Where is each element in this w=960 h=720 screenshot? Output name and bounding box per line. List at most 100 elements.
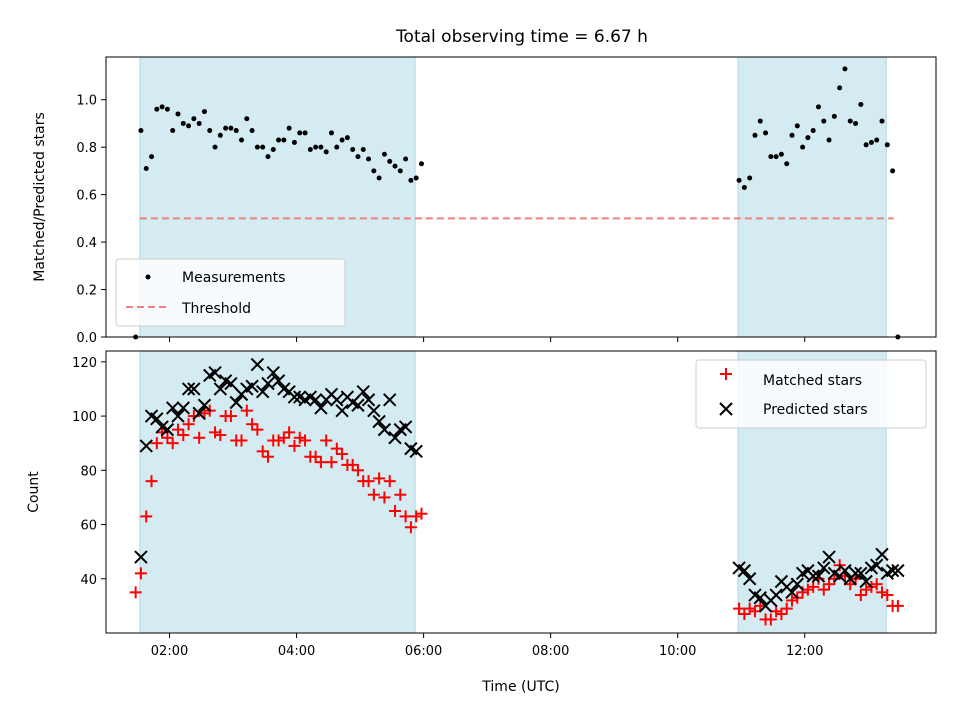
matched-star-point-69 (801, 583, 814, 596)
predicted-star-point-81 (875, 547, 889, 562)
measurement-point-72 (821, 118, 827, 124)
top-axes-frame (105, 56, 937, 338)
measurement-point-33 (302, 130, 308, 136)
predicted-star-point-58 (753, 591, 767, 605)
measurement-point-31 (291, 139, 297, 145)
matched-star-point-63 (770, 605, 783, 618)
measurement-point-59 (752, 132, 758, 138)
predicted-star-point-84 (891, 563, 905, 578)
x-tick-label-5: 10:00 (659, 644, 696, 659)
measurement-points (133, 66, 901, 340)
predicted-star-point-55 (737, 563, 752, 578)
measurement-point-23 (249, 128, 255, 134)
measurement-point-51 (397, 168, 403, 174)
matched-star-point-62 (764, 613, 777, 626)
matched-star-point-32 (293, 431, 306, 444)
matched-star-point-48 (378, 491, 391, 504)
matched-star-point-39 (330, 442, 343, 455)
top-legend: Measurements Threshold (115, 258, 346, 327)
predicted-star-point-77 (854, 566, 868, 581)
matched-star-point-29 (277, 431, 290, 444)
matched-star-point-12 (187, 410, 200, 423)
top-y-tick-label-4: 0.6 (76, 189, 97, 204)
top-y-tick-label-6: 1.0 (76, 94, 97, 109)
predicted-star-point-47 (377, 422, 392, 437)
matched-star-point-45 (362, 475, 375, 488)
measurement-point-67 (794, 123, 800, 129)
measurement-point-14 (201, 109, 207, 115)
bottom-y-tick-label-1: 40 (80, 573, 97, 588)
measurement-point-80 (863, 142, 869, 148)
predicted-star-point-43 (356, 384, 370, 399)
matched-star-point-4 (145, 475, 158, 488)
measurement-point-50 (392, 163, 398, 169)
matched-star-point-38 (325, 456, 338, 469)
legend-marker-predicted (719, 402, 733, 416)
matched-star-point-80 (860, 583, 873, 596)
measurement-point-27 (270, 147, 276, 153)
measurement-point-6 (159, 104, 165, 110)
matched-star-point-86 (891, 599, 904, 612)
top-legend-box (115, 258, 346, 327)
matched-star-point-8 (166, 437, 179, 450)
measurement-point-77 (847, 118, 853, 124)
matched-star-point-59 (748, 605, 761, 618)
bottom-y-tick-label-2: 60 (80, 519, 97, 534)
measurement-point-17 (217, 132, 223, 138)
matched-star-point-21 (235, 434, 248, 447)
matched-star-point-56 (733, 602, 746, 615)
measurement-point-3 (143, 166, 149, 172)
measurement-point-81 (868, 139, 874, 145)
predicted-star-point-9 (176, 401, 190, 415)
predicted-star-point-83 (885, 563, 900, 578)
measurement-point-45 (366, 156, 372, 162)
bottom-y-tick-label-3: 80 (80, 464, 97, 479)
predicted-star-point-35 (314, 401, 328, 415)
matched-star-point-83 (876, 586, 889, 599)
predicted-star-point-10 (181, 382, 196, 396)
matched-star-point-58 (743, 602, 756, 615)
measurement-point-5 (154, 106, 160, 112)
matched-star-point-5 (150, 437, 163, 450)
matched-star-point-43 (351, 464, 364, 477)
bottom-legend-box (695, 359, 927, 429)
measurement-point-76 (842, 66, 848, 72)
predicted-star-point-2 (139, 439, 153, 453)
measurement-point-52 (403, 156, 409, 162)
measurement-point-20 (233, 128, 239, 134)
predicted-star-point-39 (335, 403, 349, 418)
measurement-point-84 (884, 142, 890, 148)
matched-star-point-57 (738, 608, 751, 621)
matched-star-point-36 (314, 456, 327, 469)
predicted-star-point-25 (261, 376, 275, 391)
measurement-point-58 (747, 175, 753, 181)
top-y-ticks: 0.0 0.2 0.4 0.6 0.8 1.0 (76, 94, 106, 346)
measurement-point-65 (784, 161, 790, 167)
measurement-point-39 (334, 144, 340, 150)
measurement-point-78 (853, 120, 859, 126)
measurement-point-7 (164, 106, 170, 112)
measurement-point-36 (318, 144, 324, 150)
matched-star-point-42 (346, 458, 359, 471)
legend-label-matched: Matched stars (763, 373, 862, 389)
measurement-point-68 (800, 144, 806, 150)
measurement-point-10 (180, 120, 186, 126)
matched-star-point-13 (193, 431, 206, 444)
measurement-point-85 (890, 168, 896, 174)
measurement-point-2 (138, 128, 144, 134)
measurement-point-75 (837, 85, 843, 91)
measurement-point-70 (810, 128, 816, 134)
top-x-ticks (169, 337, 806, 342)
matched-star-point-74 (828, 572, 841, 585)
measurement-point-82 (874, 137, 880, 143)
measurement-point-19 (228, 125, 234, 131)
predicted-star-point-38 (330, 393, 344, 407)
measurement-point-9 (175, 111, 181, 117)
measurement-point-13 (196, 120, 202, 126)
measurement-point-63 (773, 154, 779, 160)
measurement-point-28 (276, 137, 282, 143)
predicted-star-point-30 (287, 390, 302, 404)
predicted-star-point-69 (811, 569, 826, 583)
measurement-point-55 (418, 161, 424, 167)
matched-star-point-9 (171, 423, 184, 436)
